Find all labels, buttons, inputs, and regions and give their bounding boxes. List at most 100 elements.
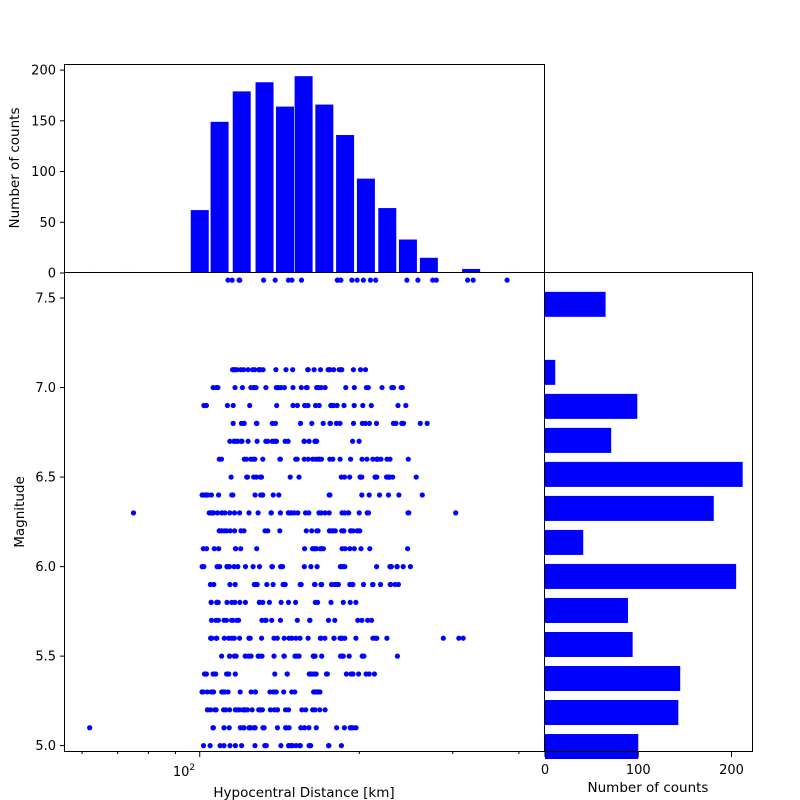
scatter-point — [388, 564, 394, 570]
scatter-point — [227, 707, 233, 713]
scatter-point — [305, 367, 311, 373]
scatter-point — [293, 456, 299, 462]
scatter-point — [316, 402, 322, 409]
scatter-point — [297, 635, 303, 641]
scatter-point — [264, 581, 270, 588]
scatter-point — [227, 743, 233, 749]
scatter-point — [314, 528, 320, 534]
scatter-point — [256, 367, 262, 373]
scatter-point — [365, 617, 371, 623]
scatter-point — [235, 564, 241, 570]
scatter-point — [325, 617, 332, 623]
scatter-y-axis-title: Magnitude — [12, 476, 28, 548]
scatter-point — [348, 456, 354, 462]
scatter-point — [278, 564, 284, 570]
scatter-point — [204, 546, 210, 552]
scatter-point — [253, 384, 259, 391]
scatter-point — [208, 617, 215, 623]
scatter-point — [417, 420, 423, 426]
scatter-point — [303, 528, 309, 534]
scatter-point — [217, 564, 223, 570]
scatter-point — [363, 671, 369, 677]
scatter-point — [331, 367, 337, 373]
scatter-point — [306, 438, 312, 444]
scatter-point — [312, 438, 318, 444]
scatter-point — [202, 671, 208, 677]
scatter-point — [262, 617, 268, 623]
scatter-point — [239, 743, 245, 749]
scatter-point — [277, 510, 283, 516]
scatter-point — [283, 367, 289, 373]
scatter-point — [258, 474, 265, 480]
scatter-point — [347, 725, 353, 731]
scatter-point — [310, 653, 316, 659]
scatter-point — [283, 725, 289, 731]
scatter-point — [219, 653, 225, 659]
right-histogram-bar — [545, 631, 633, 657]
scatter-point — [237, 510, 243, 516]
top-histogram-bar — [336, 135, 355, 273]
scatter-point — [337, 456, 343, 462]
scatter-point — [237, 277, 243, 283]
scatter-point — [253, 420, 259, 426]
scatter-point — [366, 420, 372, 426]
scatter-point — [342, 510, 348, 516]
top-histogram-bar — [315, 104, 334, 273]
top-histogram-bar — [462, 268, 481, 273]
right-histogram-bar — [545, 665, 681, 691]
scatter-point — [353, 635, 359, 641]
scatter-point — [255, 510, 261, 516]
scatter-point — [350, 581, 356, 588]
scatter-y-tick-label: 7.0 — [35, 381, 56, 396]
scatter-point — [248, 384, 254, 391]
top-histogram-bar — [398, 239, 417, 273]
right-histogram: 0 100 200 Number of counts — [541, 272, 753, 796]
scatter-point — [232, 671, 238, 677]
scatter-point — [259, 653, 265, 659]
scatter-point — [251, 581, 257, 588]
scatter-point — [246, 510, 252, 516]
scatter-point — [278, 599, 284, 606]
scatter-point — [231, 653, 237, 659]
scatter-point — [368, 402, 374, 409]
scatter-y-ticks: 5.0 5.5 6.0 6.5 7.0 7.5 — [35, 292, 65, 754]
scatter-point — [360, 402, 366, 409]
scatter-point — [349, 277, 355, 283]
scatter-point — [272, 420, 278, 426]
scatter-point — [332, 617, 338, 623]
scatter-point — [221, 725, 227, 731]
top-histogram-y-tick-label: 100 — [31, 165, 56, 180]
scatter-point — [316, 456, 323, 462]
scatter-point — [327, 492, 333, 498]
scatter-point — [359, 420, 365, 426]
scatter-point — [317, 367, 324, 373]
top-histogram-bar — [232, 91, 251, 273]
scatter-point — [241, 367, 247, 373]
scatter-point — [226, 725, 232, 731]
top-histogram-y-tick-label: 50 — [39, 216, 56, 231]
right-histogram-bar — [545, 393, 638, 419]
scatter-point — [242, 599, 248, 606]
scatter-point — [294, 402, 300, 409]
scatter-point — [326, 743, 332, 749]
scatter-point — [227, 581, 233, 588]
scatter-point — [323, 671, 330, 677]
scatter-point — [214, 510, 221, 516]
right-histogram-bar — [545, 563, 737, 589]
scatter-point — [270, 492, 276, 498]
scatter-point — [322, 635, 328, 641]
scatter-point — [340, 599, 346, 606]
scatter-point — [289, 689, 295, 695]
scatter-point — [367, 277, 373, 283]
scatter-point — [326, 510, 332, 516]
scatter-point — [232, 438, 238, 444]
scatter-point — [405, 546, 411, 552]
scatter-point — [252, 743, 258, 749]
scatter-point — [343, 384, 349, 391]
scatter-point — [263, 743, 269, 749]
scatter-point — [224, 599, 230, 606]
right-histogram-bar — [545, 291, 606, 317]
scatter-point — [294, 617, 300, 623]
scatter-point — [392, 581, 398, 588]
scatter-point — [357, 367, 364, 373]
